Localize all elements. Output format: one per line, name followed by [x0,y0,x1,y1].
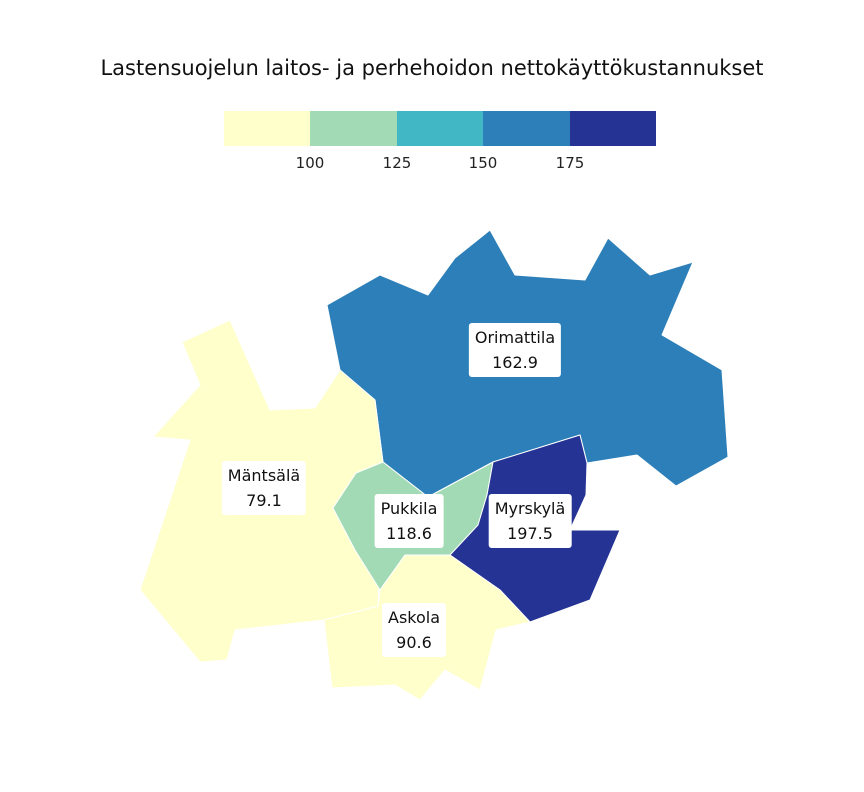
region-label-orimattila: Orimattila 162.9 [468,323,562,377]
region-name: Askola [387,608,441,627]
region-name: Myrskylä [494,499,566,518]
region-value: 118.6 [386,524,432,543]
region-value: 197.5 [507,524,553,543]
region-value: 79.1 [246,491,282,510]
legend-swatch-1 [224,111,311,146]
legend-tick-150: 150 [468,154,498,172]
region-value: 162.9 [492,353,538,372]
legend-tick-175: 175 [555,154,585,172]
legend-tick-100: 100 [295,154,325,172]
region-label-askola: Askola 90.6 [381,603,447,657]
region-label-mantsala: Mäntsälä 79.1 [221,461,307,515]
legend-swatch-5 [569,111,657,146]
legend-swatch-2 [310,111,397,146]
region-name: Pukkila [380,499,438,518]
legend-swatch-4 [483,111,570,146]
region-name: Mäntsälä [227,466,301,485]
region-name: Orimattila [474,328,556,347]
legend-tick-125: 125 [382,154,412,172]
color-legend [224,111,657,146]
region-label-pukkila: Pukkila 118.6 [374,494,444,548]
legend-ticks: 100 125 150 175 [0,154,864,178]
region-label-myrskyla: Myrskylä 197.5 [488,494,572,548]
region-value: 90.6 [396,633,432,652]
legend-swatch-3 [396,111,484,146]
map-title: Lastensuojelun laitos- ja perhehoidon ne… [100,56,764,80]
